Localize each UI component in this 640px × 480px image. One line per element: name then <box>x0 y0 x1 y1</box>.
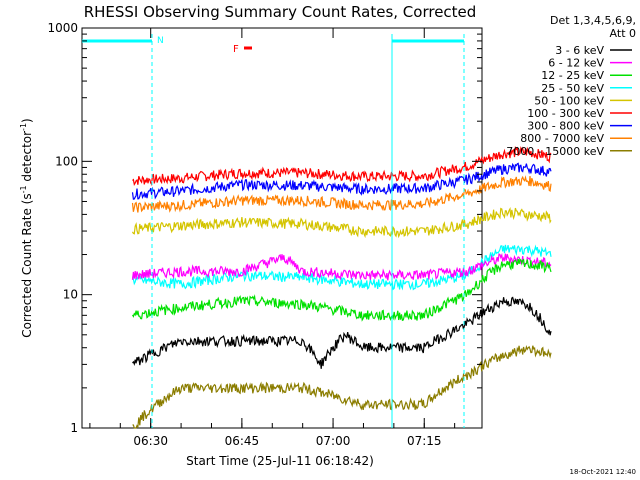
legend-entry-label: 300 - 800 keV <box>527 120 604 133</box>
y-axis-label: Corrected Count Rate (s-1 detector-1) <box>19 118 34 337</box>
marker-layer: NF <box>82 34 465 428</box>
y-axis-label-end: ) <box>20 118 34 123</box>
series-line <box>131 244 552 291</box>
x-tick-label: 07:00 <box>316 434 351 448</box>
legend-entry-label: 12 - 25 keV <box>541 69 604 82</box>
y-tick-label: 1000 <box>47 21 78 35</box>
y-tick-label: 100 <box>55 154 78 168</box>
y-axis-label-sup2: -1 <box>19 123 28 131</box>
series-line <box>131 175 552 213</box>
legend-header-1: Det 1,3,4,5,6,9, <box>550 14 636 27</box>
series-line <box>132 145 552 187</box>
y-axis-label-sup: -1 <box>19 185 28 193</box>
axis-layer: 1 10 100 1000 06:30 06:45 07:00 07:15 <box>47 21 482 448</box>
series-line <box>131 206 552 239</box>
legend-entry-label: 800 - 7000 keV <box>520 132 604 145</box>
x-tick-label: 06:30 <box>133 434 168 448</box>
series-line <box>131 258 552 322</box>
y-tick-label: 10 <box>63 288 78 302</box>
legend-entry-label: 7000 - 15000 keV <box>506 145 604 158</box>
legend-entry-label: 50 - 100 keV <box>534 94 604 107</box>
flare-label: F <box>233 44 239 55</box>
chart-title: RHESSI Observing Summary Count Rates, Co… <box>84 3 477 21</box>
plot-frame <box>81 27 483 429</box>
legend-entry-label: 3 - 6 keV <box>555 44 604 57</box>
y-axis-label-main: Corrected Count Rate (s <box>20 193 34 337</box>
legend-entry-label: 100 - 300 keV <box>527 107 604 120</box>
legend-entry-label: 25 - 50 keV <box>541 82 604 95</box>
series-line <box>132 296 552 369</box>
legend-entry-label: 6 - 12 keV <box>548 57 604 70</box>
y-axis-label-mid: detector <box>20 131 34 186</box>
series-line <box>131 252 552 281</box>
date-stamp: 18-Oct-2021 12:40 <box>570 468 636 476</box>
series-line <box>131 162 552 200</box>
legend-header-2: Att 0 <box>610 27 636 40</box>
x-axis-label: Start Time (25-Jul-11 06:18:42) <box>186 454 374 468</box>
series-layer <box>131 145 552 429</box>
x-tick-label: 06:45 <box>225 434 260 448</box>
series-line <box>132 345 552 429</box>
y-tick-label: 1 <box>70 421 78 435</box>
x-tick-label: 07:15 <box>407 434 442 448</box>
night-label: N <box>157 36 164 46</box>
